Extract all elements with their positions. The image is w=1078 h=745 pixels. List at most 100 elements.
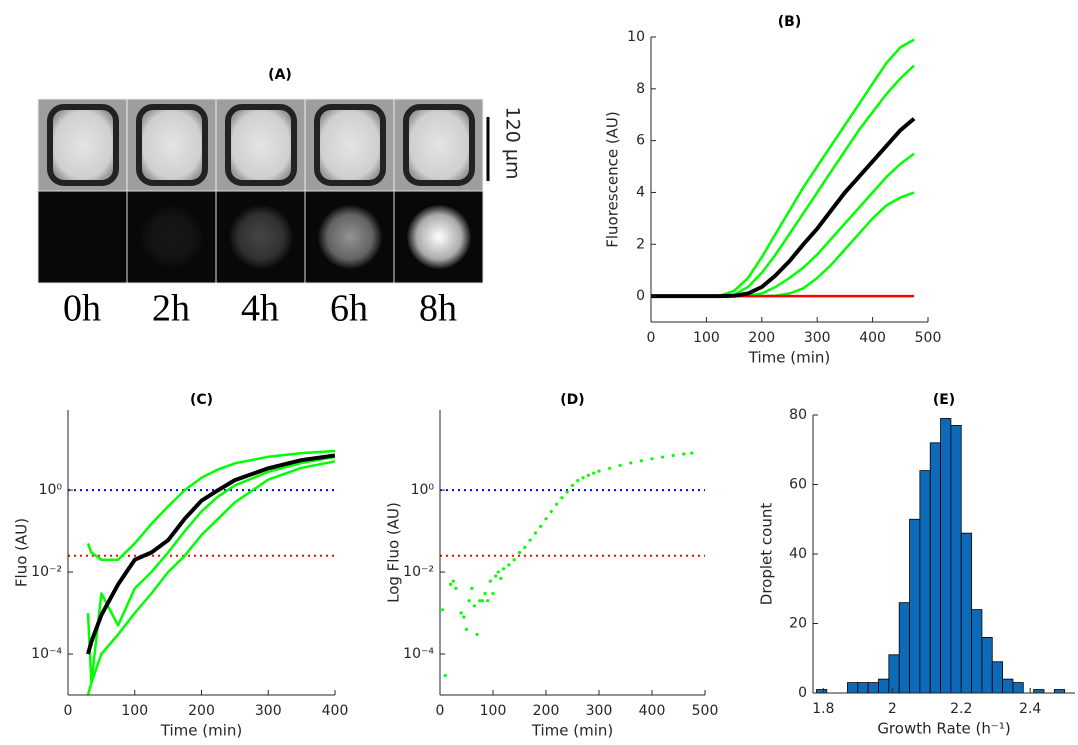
data-point xyxy=(459,611,463,615)
droplet-wall xyxy=(136,104,208,186)
data-point xyxy=(467,599,471,603)
data-point xyxy=(443,673,447,678)
data-line xyxy=(86,449,335,561)
droplet-wall xyxy=(403,104,475,186)
chart-title: (B) xyxy=(778,14,801,30)
x-tick-label: 2.4 xyxy=(1019,701,1041,717)
x-axis-label: Growth Rate (h⁻¹) xyxy=(877,720,1010,738)
data-line xyxy=(86,455,335,684)
data-point xyxy=(491,591,495,596)
data-point xyxy=(549,509,553,514)
data-point xyxy=(629,461,633,465)
y-tick-label: 10 xyxy=(627,29,645,45)
droplet-wall xyxy=(314,104,386,186)
data-point xyxy=(494,574,498,578)
data-point xyxy=(690,451,694,455)
y-axis-label: Fluorescence (AU) xyxy=(604,111,622,248)
chart-title: (E) xyxy=(933,392,955,408)
y-tick-label: 80 xyxy=(789,407,807,423)
x-axis-label: Time (min) xyxy=(160,722,242,740)
time-label: 6h xyxy=(330,288,368,330)
bar xyxy=(857,682,869,693)
data-point xyxy=(454,586,458,590)
data-point xyxy=(517,550,522,555)
x-tick-label: 500 xyxy=(692,703,719,719)
x-tick-label: 1.8 xyxy=(812,701,834,717)
bar xyxy=(909,518,921,693)
fluorescence-blob xyxy=(229,205,293,269)
bar xyxy=(888,654,900,693)
data-point xyxy=(560,496,564,500)
x-tick-label: 0 xyxy=(647,330,656,346)
droplet-wall xyxy=(47,104,119,186)
data-line xyxy=(86,460,335,695)
droplet-wall xyxy=(225,104,297,186)
bar xyxy=(981,637,993,693)
chart-title: (D) xyxy=(560,392,584,408)
x-tick-label: 100 xyxy=(693,330,720,346)
fluorescence-blob xyxy=(318,205,382,269)
x-tick-label: 500 xyxy=(915,330,942,346)
x-axis-label: Time (min) xyxy=(748,349,830,367)
bar xyxy=(929,442,941,693)
x-tick-label: 0 xyxy=(64,703,73,719)
y-tick-label: 0 xyxy=(798,685,807,701)
data-point xyxy=(581,476,585,480)
data-point xyxy=(544,517,548,521)
fluorescence-blob xyxy=(140,205,204,269)
data-point xyxy=(592,471,596,475)
data-point xyxy=(472,604,477,608)
data-point xyxy=(496,570,500,574)
x-tick-label: 400 xyxy=(859,330,886,346)
data-point xyxy=(449,582,453,586)
data-line xyxy=(651,117,916,299)
data-point xyxy=(671,453,675,458)
chart: (C) Time (min) Fluo (AU) 0 100 200 300 400 10⁻⁴ 1… xyxy=(13,392,349,740)
data-point xyxy=(682,452,686,456)
data-point xyxy=(483,591,487,596)
bar xyxy=(971,609,983,693)
plot-area xyxy=(651,38,916,299)
bar xyxy=(1053,689,1066,693)
fluorescence-blob xyxy=(407,205,471,269)
data-point xyxy=(470,586,474,590)
chart: (E) Growth Rate (h⁻¹) Droplet count 1.8 2 2.2… xyxy=(758,392,1075,738)
x-tick-label: 200 xyxy=(533,703,560,719)
y-tick-label: 10⁻⁴ xyxy=(31,646,62,662)
bar xyxy=(1002,678,1014,693)
x-tick-label: 200 xyxy=(188,703,215,719)
data-point xyxy=(464,627,469,631)
y-tick-label: 2 xyxy=(636,236,645,252)
data-point xyxy=(512,558,516,562)
y-tick-label: 10⁰ xyxy=(411,482,435,498)
y-tick-label: 10⁻² xyxy=(31,564,62,580)
bar xyxy=(816,689,828,693)
time-label: 2h xyxy=(152,288,190,330)
fluorescence-frame xyxy=(37,190,128,284)
data-point xyxy=(462,615,466,619)
data-point xyxy=(597,469,601,473)
data-point xyxy=(480,599,484,603)
y-tick-label: 10⁻² xyxy=(403,564,434,580)
bar xyxy=(960,532,972,693)
data-point xyxy=(502,567,506,571)
time-label: 4h xyxy=(241,288,279,330)
bar xyxy=(1033,689,1045,693)
data-point xyxy=(555,502,559,506)
bar xyxy=(1012,682,1024,693)
panel-title: (A) xyxy=(268,67,292,83)
y-axis-label: Droplet count xyxy=(758,503,776,606)
data-point xyxy=(639,459,644,463)
data-point xyxy=(608,466,612,470)
data-line xyxy=(651,152,915,298)
time-label: 0h xyxy=(63,288,101,330)
y-tick-label: 6 xyxy=(636,133,645,149)
bar xyxy=(898,602,910,693)
bar xyxy=(847,682,859,693)
x-tick-label: 300 xyxy=(804,330,831,346)
x-tick-label: 300 xyxy=(255,703,282,719)
x-tick-label: 2.2 xyxy=(950,701,972,717)
y-axis-label: Fluo (AU) xyxy=(13,518,31,587)
x-tick-label: 400 xyxy=(322,703,349,719)
